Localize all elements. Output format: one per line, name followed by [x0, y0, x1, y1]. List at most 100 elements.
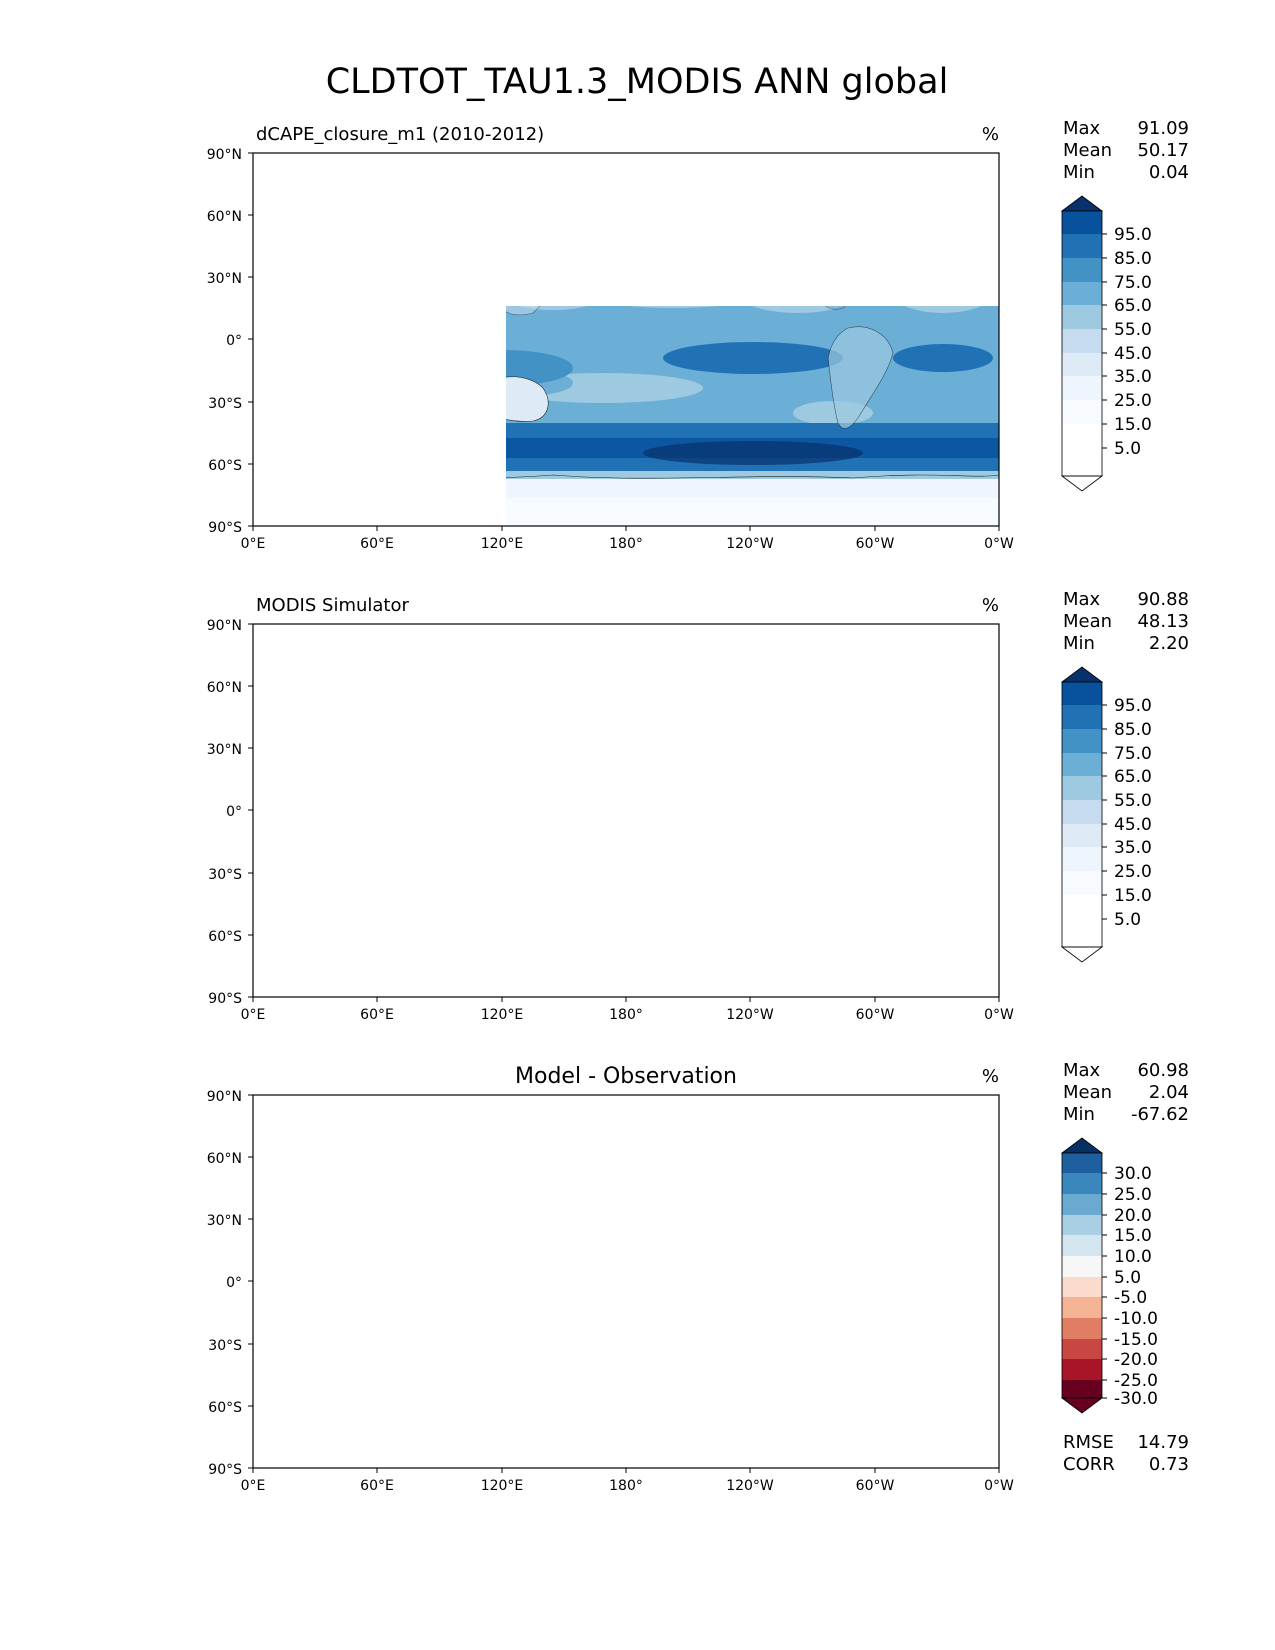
lon-tick-label: 120°W: [726, 536, 774, 552]
lon-axis: 0°E 60°E 120°E 180° 120°W 60°W 0°W: [241, 1468, 1014, 1494]
stat-label: Mean: [1063, 1082, 1112, 1103]
map-field: [253, 1095, 999, 1468]
lon-tick-label: 60°W: [856, 1478, 895, 1494]
lon-tick-label: 0°W: [984, 1478, 1014, 1494]
continents: [253, 1108, 999, 1425]
colorbar-label: 25.0: [1114, 391, 1152, 411]
colorbar-label: 55.0: [1114, 791, 1152, 811]
colorbar-label: 65.0: [1114, 767, 1152, 787]
lon-tick-label: 0°W: [984, 536, 1014, 552]
panel-test: dCAPE_closure_m1 (2010-2012) %: [207, 118, 1189, 552]
figure-title: CLDTOT_TAU1.3_MODIS ANN global: [326, 62, 949, 102]
stat-value: 50.17: [1137, 140, 1189, 161]
panel-units: %: [982, 1066, 999, 1087]
stat-label: Max: [1063, 589, 1101, 610]
lat-tick-label: 60°S: [208, 1400, 242, 1416]
colorbar-label: 45.0: [1114, 815, 1152, 835]
lat-tick-label: 30°S: [208, 1338, 242, 1354]
colorbar-label: 85.0: [1114, 249, 1152, 269]
colorbar-label: 75.0: [1114, 744, 1152, 764]
stat-label: Mean: [1063, 140, 1112, 161]
lon-tick-label: 60°E: [360, 1007, 394, 1023]
lat-axis: 90°N 60°N 30°N 0° 30°S 60°S 90°S: [207, 1089, 253, 1478]
colorbar-label: 85.0: [1114, 720, 1152, 740]
colorbar-ticks: 95.0 85.0 75.0 65.0 55.0 45.0 35.0 25.0 …: [1102, 696, 1152, 930]
metrics-block: RMSE 14.79 CORR 0.73: [1063, 1432, 1189, 1475]
lat-tick-label: 60°N: [207, 1151, 242, 1167]
lon-axis: 0°E 60°E 120°E 180° 120°W 60°W 0°W: [241, 997, 1014, 1023]
colorbar-label: 95.0: [1114, 696, 1152, 716]
lat-tick-label: 60°N: [207, 680, 242, 696]
lat-tick-label: 0°: [226, 804, 242, 820]
colorbar-label: 65.0: [1114, 296, 1152, 316]
colorbar-label: 5.0: [1114, 439, 1141, 459]
lat-tick-label: 90°S: [208, 991, 242, 1007]
lat-axis: 90°N 60°N 30°N 0° 30°S 60°S 90°S: [207, 147, 253, 536]
colorbar-label: 5.0: [1114, 910, 1141, 930]
colorbar-label: 95.0: [1114, 225, 1152, 245]
lat-tick-label: 90°N: [207, 618, 242, 634]
panel-difference: Model - Observation %: [207, 1060, 1189, 1494]
colorbar-label: 15.0: [1114, 1226, 1152, 1246]
metric-value: 0.73: [1149, 1454, 1189, 1475]
panel-title: MODIS Simulator: [256, 595, 409, 616]
colorbar-label: 45.0: [1114, 344, 1152, 364]
lon-tick-label: 60°W: [856, 536, 895, 552]
colorbar-ticks: 95.0 85.0 75.0 65.0 55.0 45.0 35.0 25.0 …: [1102, 225, 1152, 459]
metric-value: 14.79: [1137, 1432, 1189, 1453]
map-field: [506, 306, 1000, 526]
stat-value: 48.13: [1137, 611, 1189, 632]
stat-value: 2.20: [1149, 633, 1189, 654]
colorbar-label: 25.0: [1114, 862, 1152, 882]
lat-tick-label: 30°S: [208, 396, 242, 412]
lat-tick-label: 0°: [226, 1275, 242, 1291]
lon-tick-label: 180°: [609, 1007, 643, 1023]
continents: [253, 637, 999, 954]
colorbar: 95.0 85.0 75.0 65.0 55.0 45.0 35.0 25.0 …: [1060, 195, 1152, 492]
metric-label: CORR: [1063, 1454, 1115, 1475]
colorbar-ticks: 30.0 25.0 20.0 15.0 10.0 5.0 -5.0 -10.0 …: [1102, 1164, 1158, 1409]
stat-label: Min: [1063, 1104, 1095, 1125]
stat-label: Max: [1063, 118, 1101, 139]
lat-tick-label: 30°S: [208, 867, 242, 883]
stat-value: -67.62: [1131, 1104, 1189, 1125]
stats-block: Max 90.88 Mean 48.13 Min 2.20: [1063, 589, 1189, 654]
colorbar-label: 35.0: [1114, 367, 1152, 387]
lon-tick-label: 120°E: [481, 1007, 524, 1023]
colorbar-label: -10.0: [1114, 1309, 1158, 1329]
lon-tick-label: 120°W: [726, 1007, 774, 1023]
colorbar: 95.0 85.0 75.0 65.0 55.0 45.0 35.0 25.0 …: [1060, 666, 1152, 963]
lon-tick-label: 0°E: [241, 536, 266, 552]
colorbar-label: 5.0: [1114, 1268, 1141, 1288]
colorbar-label: -20.0: [1114, 1350, 1158, 1370]
lat-tick-label: 60°S: [208, 929, 242, 945]
map-frame: [252, 1094, 1000, 1469]
colorbar-label: -15.0: [1114, 1330, 1158, 1350]
lat-tick-label: 60°N: [207, 209, 242, 225]
colorbar-label: 30.0: [1114, 1164, 1152, 1184]
colorbar-label: 15.0: [1114, 886, 1152, 906]
lon-tick-label: 180°: [609, 536, 643, 552]
colorbar: 30.0 25.0 20.0 15.0 10.0 5.0 -5.0 -10.0 …: [1060, 1137, 1158, 1414]
lon-tick-label: 0°E: [241, 1478, 266, 1494]
colorbar-label: 75.0: [1114, 273, 1152, 293]
lon-tick-label: 60°E: [360, 1478, 394, 1494]
lon-tick-label: 120°W: [726, 1478, 774, 1494]
lon-axis: 0°E 60°E 120°E 180° 120°W 60°W 0°W: [241, 526, 1014, 552]
stat-label: Min: [1063, 162, 1095, 183]
lat-tick-label: 30°N: [207, 1213, 242, 1229]
panel-title: Model - Observation: [515, 1064, 737, 1089]
stat-label: Max: [1063, 1060, 1101, 1081]
lat-tick-label: 60°S: [208, 458, 242, 474]
panel-units: %: [982, 595, 999, 616]
lat-tick-label: 0°: [226, 333, 242, 349]
stat-value: 2.04: [1149, 1082, 1189, 1103]
colorbar-label: 55.0: [1114, 320, 1152, 340]
lon-tick-label: 120°E: [481, 536, 524, 552]
lon-tick-label: 120°E: [481, 1478, 524, 1494]
stat-value: 0.04: [1149, 162, 1189, 183]
colorbar-label: 20.0: [1114, 1206, 1152, 1226]
colorbar-label: -5.0: [1114, 1288, 1147, 1308]
panel-title: dCAPE_closure_m1 (2010-2012): [256, 124, 544, 145]
